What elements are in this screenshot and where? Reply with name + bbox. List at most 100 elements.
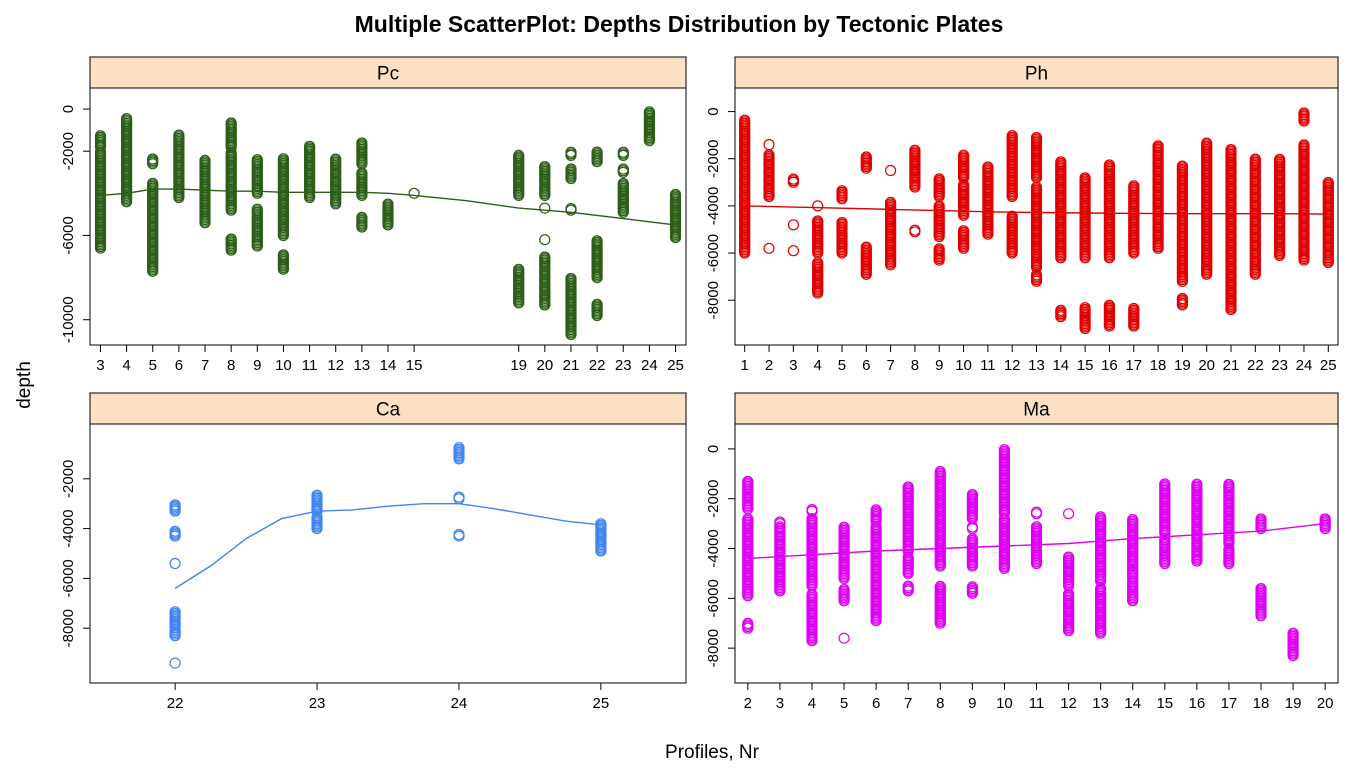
x-tick-label: 7 — [201, 357, 209, 374]
y-ticks-Ma: 0 -2000 -4000 -6000 -8000 — [705, 445, 735, 667]
data-point — [1094, 511, 1107, 523]
data-point — [966, 581, 979, 593]
data-point — [617, 146, 629, 158]
x-tick-label: 11 — [1029, 695, 1045, 712]
data-point — [933, 173, 945, 185]
x-tick-label: 2 — [744, 695, 752, 712]
x-tick-label: 20 — [536, 357, 553, 374]
data-point — [1030, 269, 1043, 281]
data-point — [1127, 563, 1139, 575]
x-tick-label: 11 — [980, 357, 996, 374]
data-point — [1062, 508, 1075, 520]
data-point — [591, 146, 603, 158]
data-point — [763, 139, 775, 151]
x-ticks-Ca: 22 23 24 25 — [167, 683, 609, 712]
x-tick-label: 21 — [1223, 357, 1240, 374]
data-point — [173, 129, 185, 141]
x-tick-label: 22 — [1247, 357, 1264, 374]
data-point — [199, 154, 211, 166]
strip-label-Ma: Ma — [1023, 400, 1050, 421]
y-tick-label: 0 — [60, 105, 77, 113]
x-tick-label: 13 — [354, 357, 371, 374]
x-tick-label: 21 — [563, 357, 580, 374]
data-point — [998, 444, 1011, 456]
trend-line-Ca — [174, 503, 601, 589]
data-point — [902, 580, 914, 592]
x-tick-label: 16 — [1189, 695, 1206, 712]
points-Ph — [739, 107, 1334, 335]
x-tick-label: 13 — [1028, 357, 1045, 374]
data-point — [1159, 478, 1171, 490]
data-point — [565, 163, 577, 175]
x-tick-label: 6 — [175, 357, 183, 374]
data-point — [836, 217, 848, 229]
y-tick-label: -6000 — [60, 559, 77, 597]
y-tick-label: -4000 — [705, 529, 722, 567]
data-point — [806, 513, 818, 525]
data-point — [539, 202, 551, 214]
x-tick-label: 23 — [615, 357, 632, 374]
data-point — [1079, 172, 1091, 184]
data-point — [1152, 140, 1164, 152]
data-point — [277, 153, 289, 165]
y-tick-label: -8000 — [705, 281, 722, 319]
x-tick-label: 9 — [253, 357, 261, 374]
data-point — [1287, 627, 1299, 639]
data-point — [169, 525, 181, 537]
data-point — [836, 185, 848, 197]
data-point — [1127, 513, 1139, 526]
data-point — [934, 466, 946, 478]
data-point — [453, 528, 465, 541]
data-point — [1255, 513, 1267, 525]
data-point — [1273, 153, 1286, 165]
panel-Ca: Ca 22 23 24 25 -2000 -4000 -6000 -8000 — [60, 392, 687, 712]
x-tick-label: 17 — [1221, 695, 1238, 712]
x-tick-label: 8 — [227, 357, 235, 374]
y-ticks-Ph: 0 -2000 -4000 -6000 -8000 — [705, 107, 735, 319]
panel-Ph: Ph1 2 3 4 5 6 7 8 9 10 11 12 13 14 15 16 17 18 19 20 21 22 23 2… — [705, 56, 1339, 374]
data-point — [513, 149, 525, 161]
data-point — [453, 442, 465, 454]
data-point — [1006, 210, 1018, 222]
x-tick-label: 10 — [275, 357, 292, 374]
data-point — [251, 203, 263, 215]
data-point — [169, 499, 181, 511]
data-point — [933, 243, 945, 255]
data-point — [643, 106, 656, 118]
x-ticks-Ma: 2 3 4 5 6 7 8 9 10 11 12 13 14 15 16 17 18 19 20 — [744, 683, 1334, 712]
data-point — [742, 617, 754, 630]
data-point — [838, 583, 850, 596]
x-tick-label: 25 — [593, 695, 610, 712]
x-tick-label: 19 — [1285, 695, 1302, 712]
x-tick-label: 13 — [1092, 695, 1109, 712]
trend-line-Ph — [744, 205, 1329, 215]
data-point — [1298, 107, 1310, 119]
data-point — [169, 606, 181, 618]
data-point — [860, 151, 872, 163]
data-point — [902, 481, 914, 493]
data-point — [539, 161, 551, 173]
data-point — [1298, 139, 1310, 151]
strip-Ca — [89, 392, 687, 425]
y-tick-label: -4000 — [705, 187, 722, 225]
y-tick-label: -2000 — [705, 140, 722, 178]
data-point — [787, 219, 800, 231]
data-point — [382, 198, 394, 210]
panel-frame-Ca — [89, 423, 687, 684]
data-point — [957, 149, 970, 161]
x-tick-label: 14 — [380, 357, 397, 374]
x-tick-label: 5 — [840, 695, 848, 712]
x-tick-label: 9 — [968, 695, 976, 712]
x-tick-label: 3 — [789, 357, 797, 374]
data-point — [909, 144, 921, 156]
trend-line-Pc — [100, 188, 676, 226]
data-point — [1079, 302, 1091, 314]
data-point — [787, 245, 800, 257]
y-tick-label: -2000 — [60, 460, 77, 498]
strip-Pc — [89, 56, 687, 89]
x-tick-label: 11 — [302, 357, 318, 374]
data-point — [356, 137, 368, 149]
data-point — [94, 130, 107, 142]
data-point — [169, 657, 181, 669]
y-tick-label: -6000 — [60, 216, 77, 254]
